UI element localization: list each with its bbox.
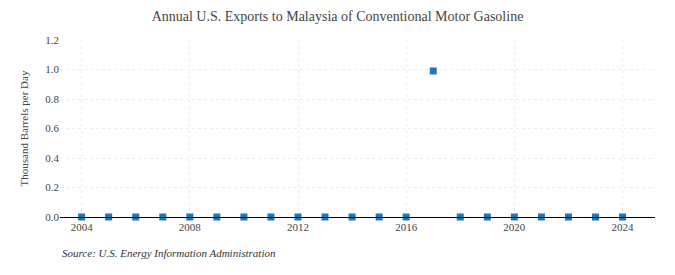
svg-text:Annual U.S. Exports to Malaysi: Annual U.S. Exports to Malaysia of Conve… <box>152 9 524 24</box>
svg-text:0.8: 0.8 <box>45 93 59 105</box>
svg-text:Source: U.S. Energy Informatio: Source: U.S. Energy Information Administ… <box>62 247 276 259</box>
svg-text:2024: 2024 <box>612 221 635 233</box>
svg-text:0.0: 0.0 <box>45 211 59 223</box>
svg-text:1.0: 1.0 <box>45 63 59 75</box>
svg-text:1.2: 1.2 <box>45 34 59 46</box>
svg-text:2012: 2012 <box>287 221 309 233</box>
svg-text:2016: 2016 <box>395 221 418 233</box>
svg-text:2020: 2020 <box>503 221 526 233</box>
svg-text:Thousand Barrels per Day: Thousand Barrels per Day <box>18 70 30 186</box>
svg-text:0.6: 0.6 <box>45 122 59 134</box>
svg-text:0.4: 0.4 <box>45 152 59 164</box>
svg-text:0.2: 0.2 <box>45 181 59 193</box>
svg-text:2004: 2004 <box>71 221 94 233</box>
svg-text:2008: 2008 <box>179 221 202 233</box>
